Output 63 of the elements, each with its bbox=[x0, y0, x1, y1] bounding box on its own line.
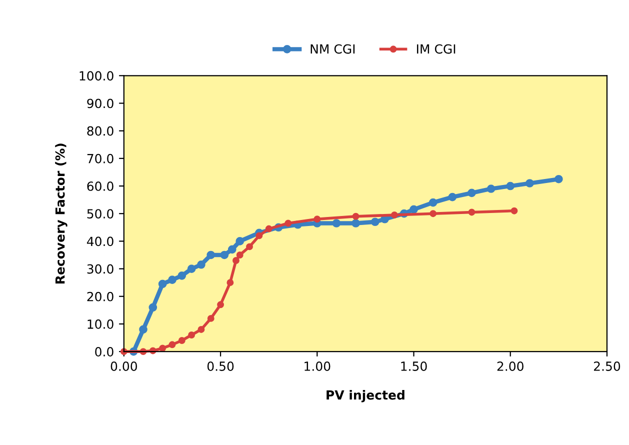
point bbox=[148, 303, 158, 312]
y-tick-label: 0.0 bbox=[95, 347, 114, 356]
point bbox=[178, 272, 186, 280]
point bbox=[486, 184, 496, 193]
y-tick-label: 60.0 bbox=[87, 181, 114, 191]
x-tick-label: 1.50 bbox=[401, 361, 427, 371]
point bbox=[352, 219, 360, 228]
y-tick-label: 30.0 bbox=[87, 264, 114, 274]
point bbox=[236, 237, 244, 246]
x-tick-label: 1.00 bbox=[304, 361, 330, 371]
y-tick-label: 70.0 bbox=[87, 154, 114, 164]
point bbox=[256, 232, 263, 240]
point bbox=[314, 216, 321, 223]
point bbox=[428, 198, 438, 207]
point bbox=[510, 207, 518, 214]
y-tick-label: 80.0 bbox=[87, 126, 114, 136]
point bbox=[246, 243, 253, 250]
point bbox=[370, 218, 380, 226]
y-tick-label: 100.0 bbox=[80, 71, 114, 81]
y-tick-label: 10.0 bbox=[88, 319, 114, 329]
point bbox=[265, 225, 272, 232]
point bbox=[236, 252, 244, 258]
point bbox=[188, 332, 196, 338]
point bbox=[168, 276, 176, 284]
point bbox=[468, 208, 476, 216]
point bbox=[139, 325, 148, 334]
point bbox=[187, 264, 196, 273]
point bbox=[226, 279, 234, 286]
x-axis-title: PV injected bbox=[326, 390, 404, 402]
point bbox=[159, 344, 166, 352]
point bbox=[430, 210, 437, 218]
y-tick-label: 50.0 bbox=[87, 209, 114, 219]
y-axis-title: Recovery Factor (%) bbox=[55, 144, 68, 284]
point bbox=[198, 326, 205, 333]
x-tick-label: 0.00 bbox=[110, 361, 137, 371]
x-tick-label: 2.50 bbox=[594, 361, 620, 371]
point bbox=[554, 174, 563, 184]
x-tick-label: 0.50 bbox=[207, 361, 234, 371]
point bbox=[220, 250, 229, 260]
y-tick-label: 40.0 bbox=[86, 236, 114, 246]
point bbox=[506, 182, 515, 190]
point bbox=[284, 220, 292, 227]
point bbox=[168, 341, 176, 348]
point bbox=[332, 219, 341, 228]
point bbox=[217, 301, 224, 308]
legend-label: NM CGI bbox=[310, 44, 355, 54]
point bbox=[410, 205, 418, 214]
point bbox=[448, 192, 457, 202]
point bbox=[390, 212, 398, 218]
point bbox=[206, 250, 216, 260]
point bbox=[178, 337, 186, 344]
point bbox=[228, 245, 236, 254]
y-tick-label: 20.0 bbox=[87, 292, 114, 302]
legend-label: IM CGI bbox=[417, 44, 456, 54]
point bbox=[207, 314, 214, 322]
point bbox=[352, 212, 360, 220]
point bbox=[232, 257, 240, 264]
point bbox=[158, 280, 167, 288]
x-tick-label: 2.00 bbox=[497, 361, 524, 371]
point bbox=[526, 179, 534, 188]
point bbox=[197, 260, 206, 269]
point bbox=[468, 188, 476, 198]
y-tick-label: 90.0 bbox=[87, 98, 114, 108]
